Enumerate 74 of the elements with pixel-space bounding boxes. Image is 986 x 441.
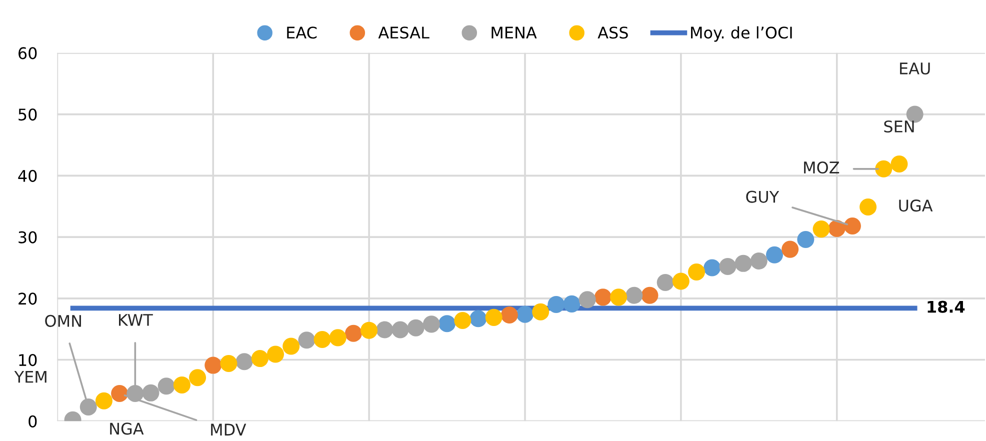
legend-label: EAC bbox=[287, 26, 317, 39]
point bbox=[516, 306, 534, 323]
y-tick-label: 60 bbox=[18, 47, 37, 60]
y-tick-label: 50 bbox=[18, 108, 37, 121]
point bbox=[220, 354, 238, 372]
data-label: MDV bbox=[211, 424, 246, 436]
point bbox=[111, 385, 128, 402]
point bbox=[236, 353, 253, 370]
legend-label: Moy. de l’OCI bbox=[691, 26, 792, 42]
point bbox=[282, 338, 300, 355]
point bbox=[360, 322, 378, 339]
point bbox=[142, 384, 160, 402]
point bbox=[532, 303, 550, 320]
data-label: OMN bbox=[45, 314, 81, 327]
point bbox=[376, 321, 394, 338]
point bbox=[548, 296, 565, 314]
y-tick-label: 10 bbox=[19, 354, 37, 366]
point bbox=[158, 378, 175, 395]
point bbox=[204, 356, 222, 374]
point bbox=[189, 369, 206, 386]
point bbox=[844, 217, 861, 234]
point bbox=[485, 308, 502, 326]
point bbox=[641, 286, 658, 304]
data-label: YEM bbox=[14, 371, 46, 383]
point bbox=[392, 321, 409, 338]
point bbox=[890, 156, 908, 173]
point bbox=[80, 398, 97, 416]
point bbox=[812, 220, 830, 238]
point bbox=[672, 272, 690, 290]
point bbox=[95, 392, 112, 410]
y-tick-label: 40 bbox=[18, 170, 37, 182]
point bbox=[422, 316, 440, 333]
point bbox=[782, 240, 799, 258]
point bbox=[688, 264, 706, 281]
point bbox=[500, 306, 518, 324]
point bbox=[704, 259, 721, 276]
data-label: MOZ bbox=[804, 161, 840, 174]
point bbox=[719, 258, 736, 275]
point bbox=[454, 312, 472, 330]
legend-label: MENA bbox=[492, 26, 537, 38]
point bbox=[875, 160, 892, 178]
data-label: NGA bbox=[110, 422, 144, 435]
data-label: GUY bbox=[746, 190, 780, 203]
point bbox=[173, 376, 190, 394]
point bbox=[563, 295, 580, 312]
point bbox=[860, 198, 877, 216]
point bbox=[314, 331, 331, 348]
y-tick-label: 30 bbox=[18, 231, 37, 244]
y-tick-label: 0 bbox=[28, 415, 37, 428]
point bbox=[656, 274, 674, 291]
point bbox=[734, 254, 752, 272]
data-label: 18.4 bbox=[928, 300, 965, 313]
data-label: SEN bbox=[884, 120, 914, 133]
point bbox=[610, 288, 628, 306]
legend-label: AESAL bbox=[378, 26, 430, 39]
point bbox=[766, 246, 784, 264]
point bbox=[797, 230, 814, 248]
point bbox=[578, 291, 596, 308]
point bbox=[438, 315, 456, 332]
point bbox=[266, 346, 284, 363]
point bbox=[298, 332, 316, 349]
point bbox=[470, 310, 487, 328]
point bbox=[750, 252, 768, 270]
point bbox=[407, 319, 424, 336]
y-tick-label: 20 bbox=[18, 292, 37, 305]
point bbox=[329, 329, 346, 346]
data-label: EAU bbox=[900, 62, 930, 74]
point bbox=[344, 324, 362, 342]
point bbox=[594, 288, 612, 306]
data-label: UGA bbox=[899, 200, 933, 212]
point bbox=[626, 286, 643, 304]
point bbox=[251, 350, 268, 368]
legend-label: ASS bbox=[598, 26, 628, 39]
data-label: KWT bbox=[119, 314, 153, 326]
